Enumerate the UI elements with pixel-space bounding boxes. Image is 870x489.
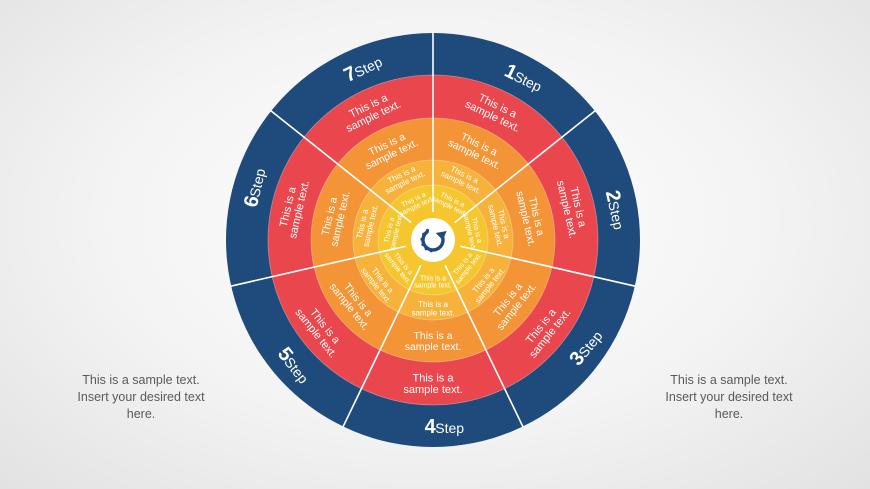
step-number: 6	[240, 188, 265, 209]
side-note-right-line-2: Insert your desired text	[665, 390, 793, 404]
step-word: Step	[246, 167, 268, 199]
refresh-cycle-icon	[420, 228, 447, 253]
step-number: 4	[425, 416, 442, 438]
side-note-right-line-3: here.	[714, 407, 744, 421]
step-label-2: 2 Step	[601, 188, 631, 232]
segment-divider	[460, 245, 636, 288]
ring-separator	[310, 117, 556, 363]
segment-divider	[269, 109, 412, 224]
side-note-left-line-1: This is a sample text.	[82, 373, 200, 387]
side-note-left-line-2: Insert your desired text	[77, 390, 205, 404]
step-label-6: 6 Step	[240, 166, 270, 210]
ring-separator	[377, 184, 489, 296]
segment-divider	[454, 109, 597, 224]
step-label-4: 4 Step	[425, 416, 465, 438]
side-note-right: This is a sample text. Insert your desir…	[644, 372, 814, 423]
step-word: Step	[435, 420, 464, 436]
center-hub	[411, 218, 455, 262]
segment-divider	[444, 264, 524, 428]
segment-divider	[342, 264, 422, 428]
segment-divider	[230, 245, 406, 288]
side-note-right-line-1: This is a sample text.	[670, 373, 788, 387]
step-number: 2	[601, 188, 626, 209]
center-circle	[411, 218, 455, 262]
ring-separator	[267, 74, 599, 406]
step-word: Step	[605, 199, 627, 231]
side-note-left: This is a sample text. Insert your desir…	[56, 372, 226, 423]
segment-dividers	[230, 32, 636, 428]
side-note-left-line-3: here.	[126, 407, 156, 421]
ring-separator	[352, 159, 514, 321]
